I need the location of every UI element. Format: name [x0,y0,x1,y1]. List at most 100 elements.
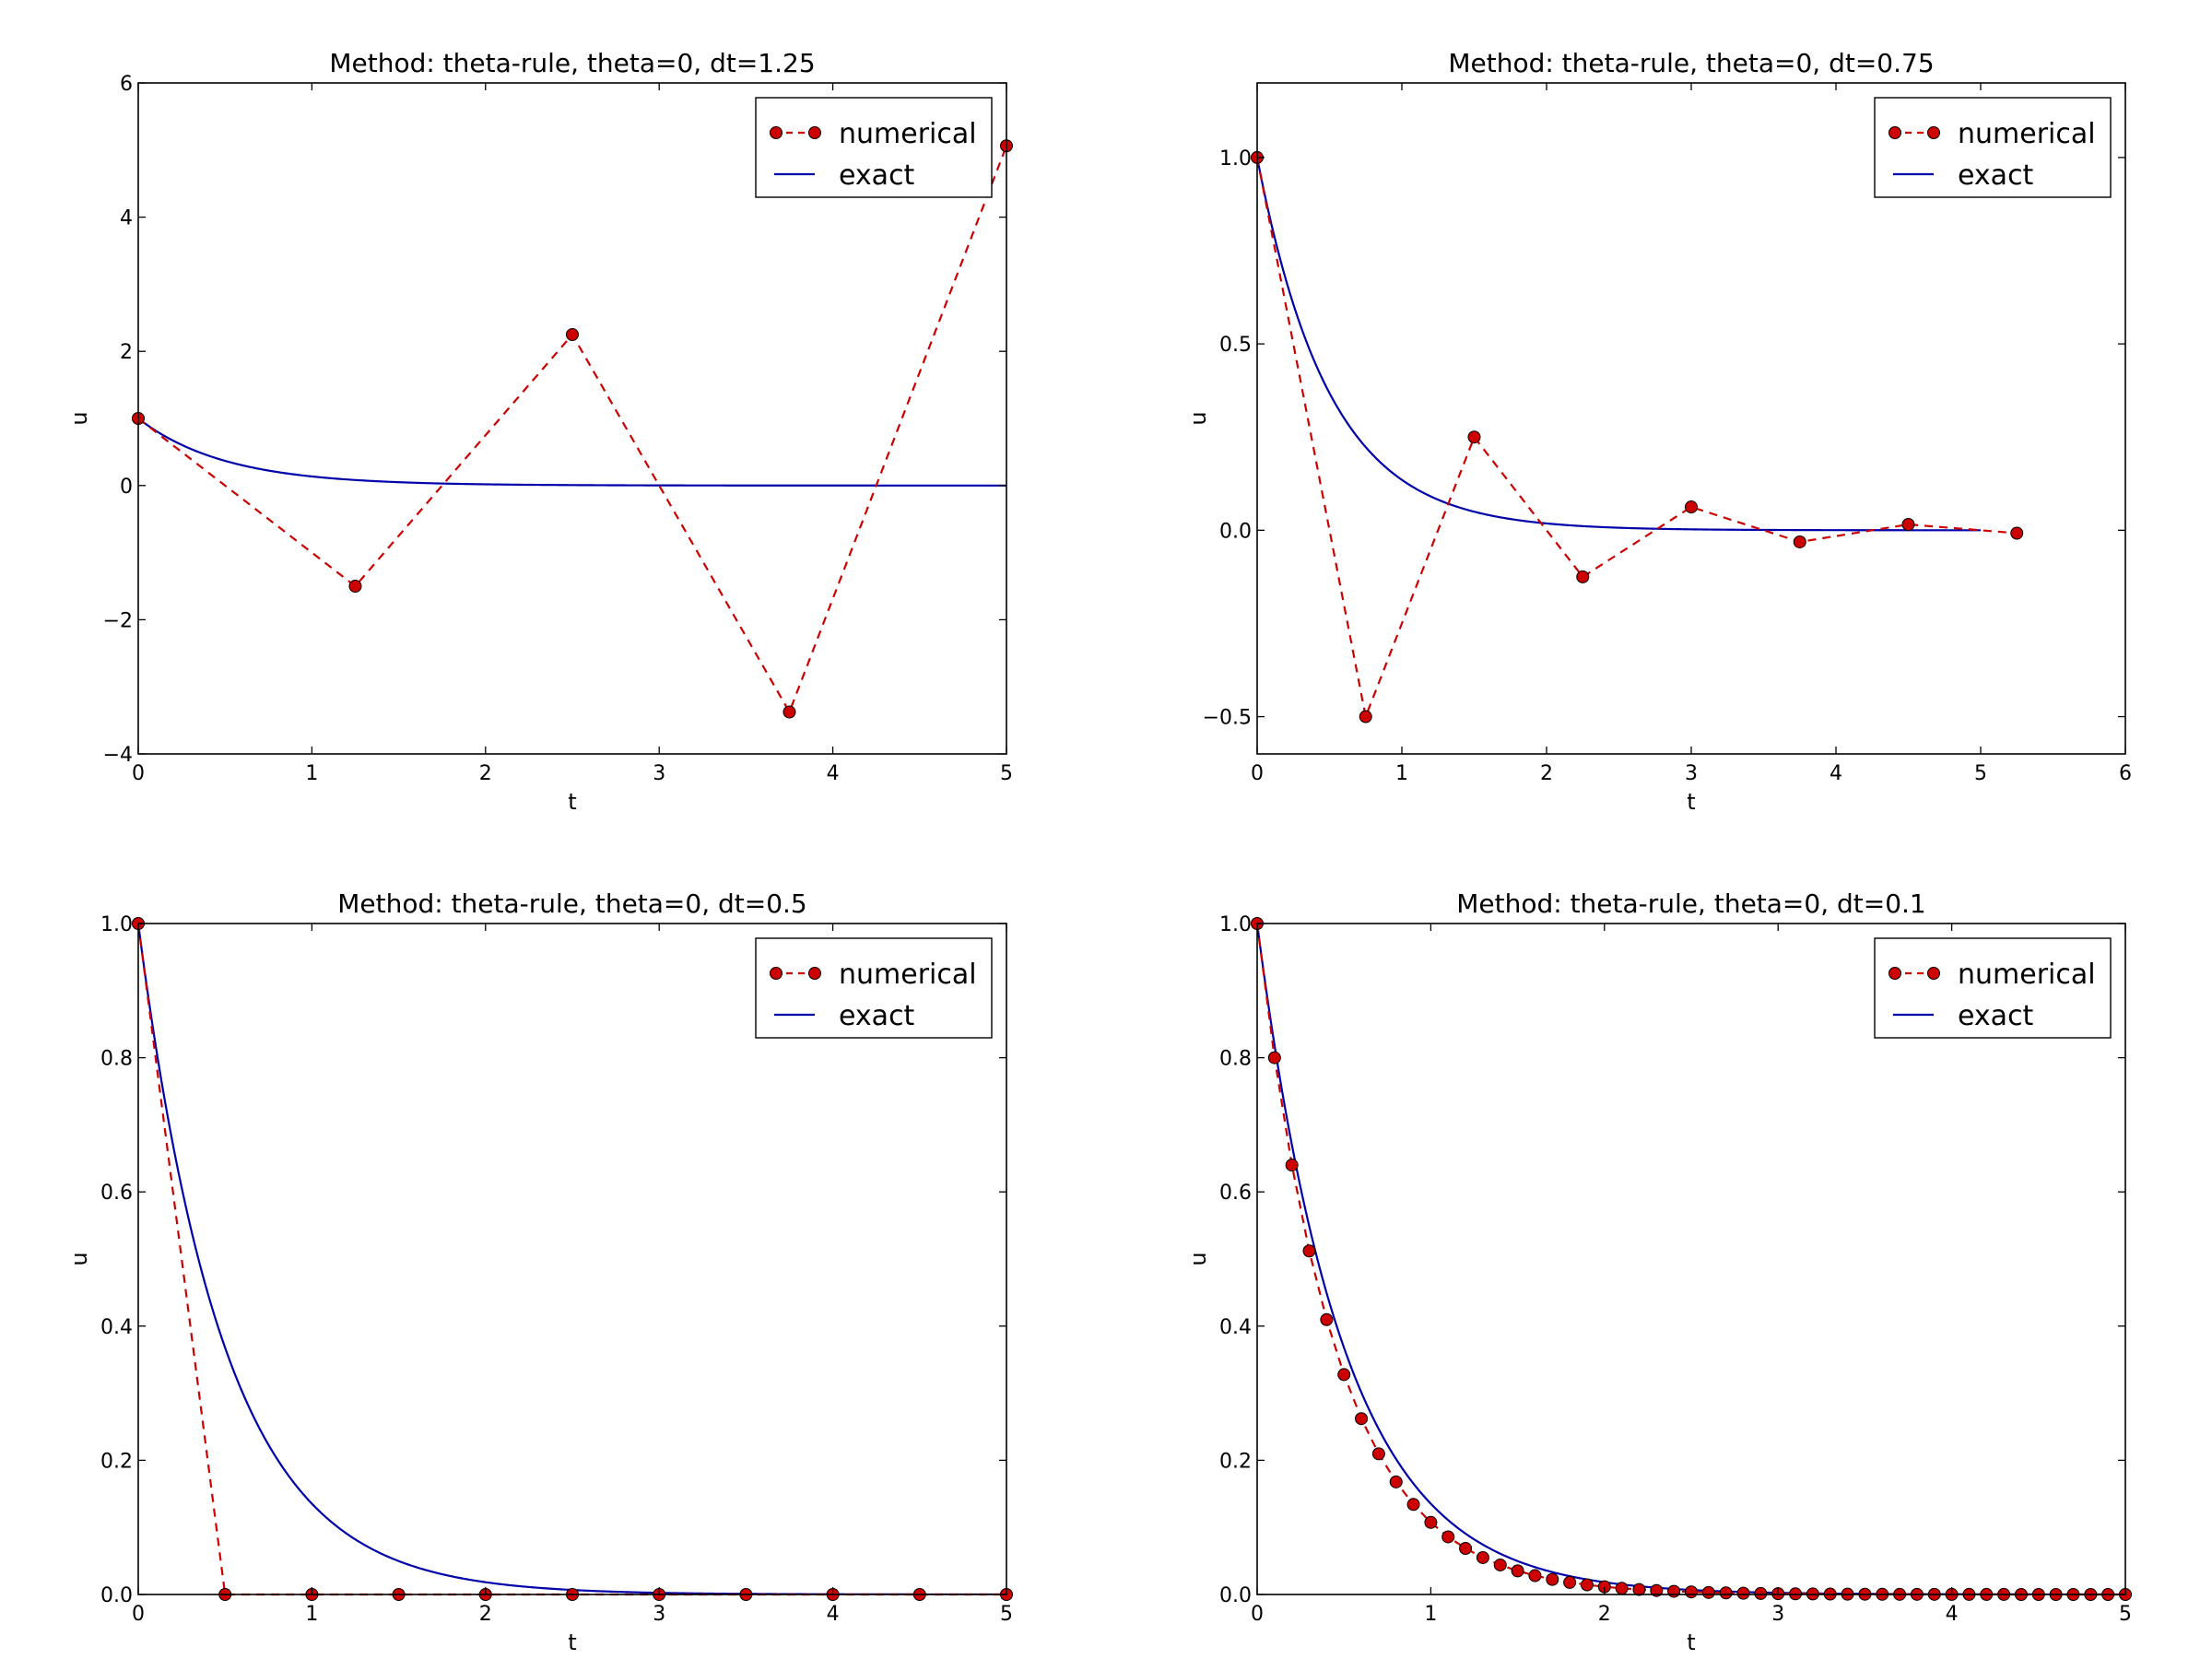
legend: numerical exact [1874,97,2112,198]
legend-numerical-marker [808,967,821,980]
x-tick-label: 2 [1540,762,1553,785]
legend: numerical exact [755,97,993,198]
y-tick-label: 1.0 [1219,147,1252,171]
x-tick-label: 4 [827,1603,840,1626]
numerical-point [1685,500,1698,514]
numerical-point [1389,1475,1403,1488]
x-tick-label: 0 [1251,762,1264,785]
subplot-dt-0-5: Method: theta-rule, theta=0, dt=0.5 t u … [66,888,1013,1655]
x-axis-label: t [1687,789,1695,815]
y-tick-label: 0.4 [100,1316,133,1339]
y-tick-label: 0.8 [1219,1048,1252,1071]
y-tick-label: 0 [120,476,133,499]
numerical-point [1302,1244,1316,1258]
numerical-point [1320,1312,1334,1326]
y-axis-label: u [66,411,92,425]
exact-line [1257,157,1981,532]
numerical-point [1580,1578,1594,1592]
y-tick-label: 0.8 [100,1048,133,1071]
y-tick-label: 0.0 [1219,520,1252,543]
numerical-point [1371,1447,1385,1461]
x-tick-label: 5 [2119,1603,2132,1626]
legend-numerical-label: numerical [1958,118,2096,150]
legend-numerical-marker [770,126,782,139]
numerical-point [1701,1585,1715,1599]
x-tick-label: 4 [1830,762,1842,785]
x-tick-label: 3 [1771,1603,1784,1626]
numerical-line [1255,157,2018,721]
numerical-point [1563,1575,1577,1589]
numerical-point [1667,1584,1681,1598]
legend-numerical-marker [1888,126,1901,139]
y-tick-label: −4 [103,744,133,767]
x-tick-label: 1 [1395,762,1408,785]
y-tick-label: 6 [120,73,133,96]
y-tick-label: 0.2 [1219,1450,1252,1473]
legend-numerical-marker [808,126,821,139]
x-tick-label: 2 [479,1603,492,1626]
numerical-point [1632,1583,1646,1596]
x-tick-label: 2 [1598,1603,1611,1626]
x-tick-label: 3 [653,1603,665,1626]
numerical-point [1511,1564,1524,1578]
x-tick-label: 1 [1424,1603,1437,1626]
legend-numerical-label: numerical [839,959,977,991]
y-tick-label: −2 [103,609,133,632]
numerical-point [1285,1159,1299,1172]
legend-box [755,937,993,1039]
numerical-point [1424,1515,1438,1529]
exact-line [138,418,1006,487]
x-tick-label: 0 [132,762,145,785]
numerical-point [1528,1569,1542,1583]
numerical-point [1267,1051,1281,1065]
legend-numerical-label: numerical [839,118,977,150]
numerical-point [1493,1558,1507,1571]
numerical-point [1467,430,1481,444]
numerical-point [1441,1530,1455,1544]
legend-exact-label: exact [839,1000,915,1032]
x-tick-label: 5 [1000,1603,1013,1626]
numerical-point [1359,710,1372,724]
legend-box [755,97,993,198]
legend-box [1874,97,2112,198]
legend-numerical-marker [1888,967,1901,980]
legend-numerical-marker [1927,967,1940,980]
numerical-point [1901,518,1915,532]
y-tick-label: 0.2 [100,1450,133,1473]
x-tick-label: 5 [1000,762,1013,785]
y-tick-label: 0.6 [1219,1182,1252,1205]
x-tick-label: 4 [827,762,840,785]
y-tick-label: 2 [120,341,133,364]
x-tick-label: 1 [305,762,318,785]
numerical-point [2010,526,2024,540]
numerical-point [348,580,362,593]
numerical-point [1406,1498,1420,1512]
subplot-title: Method: theta-rule, theta=0, dt=0.1 [1456,888,1926,919]
legend-numerical-marker [770,967,782,980]
y-tick-label: 0.4 [1219,1316,1252,1339]
numerical-point [1459,1541,1473,1555]
x-tick-label: 0 [132,1603,145,1626]
x-tick-label: 3 [653,762,665,785]
numerical-point [1754,1586,1768,1600]
x-tick-label: 6 [2119,762,2132,785]
numerical-point [1736,1586,1750,1600]
numerical-point [782,705,796,719]
y-tick-label: 0.0 [100,1584,133,1607]
subplot-dt-0-75: Method: theta-rule, theta=0, dt=0.75 t u… [1185,48,2132,815]
legend-exact-label: exact [1958,1000,2034,1032]
numerical-point [1546,1572,1559,1586]
axes-frame [1256,923,2126,1595]
x-tick-label: 3 [1685,762,1698,785]
y-tick-label: 0.6 [100,1182,133,1205]
legend: numerical exact [755,937,993,1039]
numerical-point [1685,1585,1698,1599]
x-axis-label: t [1687,1630,1695,1655]
y-tick-label: 1.0 [1219,913,1252,936]
y-tick-label: 0.5 [1219,334,1252,357]
x-tick-label: 2 [479,762,492,785]
x-tick-label: 1 [305,1603,318,1626]
subplot-dt-1-25: Method: theta-rule, theta=0, dt=1.25 t u… [66,48,1013,815]
axes-frame [137,923,1007,1595]
